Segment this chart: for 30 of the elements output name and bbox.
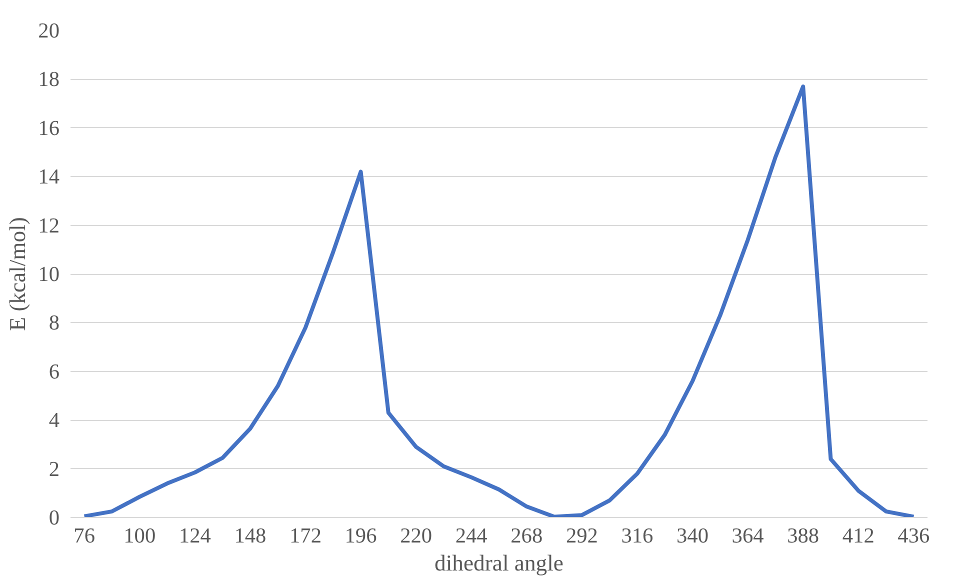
x-tick-label: 244 bbox=[455, 524, 488, 548]
x-tick-label: 412 bbox=[842, 524, 874, 548]
x-tick-label: 220 bbox=[400, 524, 432, 548]
y-tick-label: 10 bbox=[38, 262, 60, 286]
x-tick-label: 172 bbox=[289, 524, 322, 548]
x-tick-label: 364 bbox=[732, 524, 764, 548]
y-tick-label: 20 bbox=[38, 18, 60, 42]
x-tick-label: 196 bbox=[344, 524, 378, 548]
x-tick-label: 316 bbox=[621, 524, 654, 548]
x-tick-label: 100 bbox=[124, 524, 156, 548]
x-tick-label: 268 bbox=[510, 524, 543, 548]
y-tick-label: 12 bbox=[38, 213, 60, 238]
y-axis-title: E (kcal/mol) bbox=[5, 217, 30, 331]
x-tick-label: 292 bbox=[566, 524, 598, 548]
x-tick-label: 340 bbox=[676, 524, 709, 548]
x-tick-label: 148 bbox=[234, 524, 266, 548]
y-tick-label: 8 bbox=[48, 310, 60, 335]
y-tick-label: 14 bbox=[38, 164, 60, 189]
x-tick-label: 76 bbox=[74, 524, 96, 548]
x-tick-label: 436 bbox=[898, 524, 930, 548]
y-tick-label: 16 bbox=[38, 116, 60, 140]
y-tick-label: 4 bbox=[48, 408, 60, 432]
x-tick-label: 124 bbox=[178, 524, 212, 548]
y-tick-label: 2 bbox=[48, 456, 60, 481]
x-axis-title: dihedral angle bbox=[434, 550, 564, 576]
y-tick-label: 6 bbox=[48, 359, 60, 384]
line-series bbox=[82, 84, 916, 518]
y-tick-label: 18 bbox=[38, 67, 60, 92]
x-tick-label: 388 bbox=[787, 524, 820, 548]
y-tick-label: 0 bbox=[48, 506, 60, 530]
